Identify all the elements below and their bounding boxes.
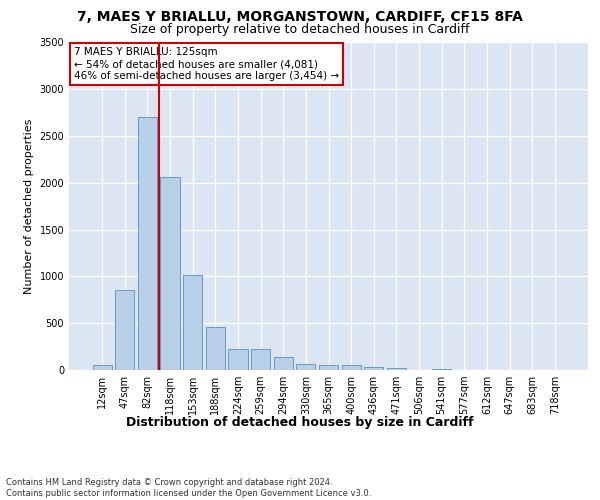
Bar xyxy=(92,365,112,370)
Bar xyxy=(274,358,293,370)
Bar xyxy=(341,366,361,370)
Bar xyxy=(319,366,338,370)
Text: 7 MAES Y BRIALLU: 125sqm
← 54% of detached houses are smaller (4,081)
46% of sem: 7 MAES Y BRIALLU: 125sqm ← 54% of detach… xyxy=(74,48,340,80)
Y-axis label: Number of detached properties: Number of detached properties xyxy=(24,118,34,294)
Bar xyxy=(364,367,383,370)
Text: Distribution of detached houses by size in Cardiff: Distribution of detached houses by size … xyxy=(126,416,474,429)
Text: Contains HM Land Registry data © Crown copyright and database right 2024.
Contai: Contains HM Land Registry data © Crown c… xyxy=(6,478,371,498)
Bar xyxy=(432,368,451,370)
Bar xyxy=(296,364,316,370)
Text: Size of property relative to detached houses in Cardiff: Size of property relative to detached ho… xyxy=(130,22,470,36)
Bar xyxy=(115,290,134,370)
Bar xyxy=(138,118,157,370)
Bar xyxy=(251,350,270,370)
Bar xyxy=(206,328,225,370)
Text: 7, MAES Y BRIALLU, MORGANSTOWN, CARDIFF, CF15 8FA: 7, MAES Y BRIALLU, MORGANSTOWN, CARDIFF,… xyxy=(77,10,523,24)
Bar xyxy=(387,368,406,370)
Bar xyxy=(229,350,248,370)
Bar xyxy=(183,276,202,370)
Bar xyxy=(160,177,180,370)
